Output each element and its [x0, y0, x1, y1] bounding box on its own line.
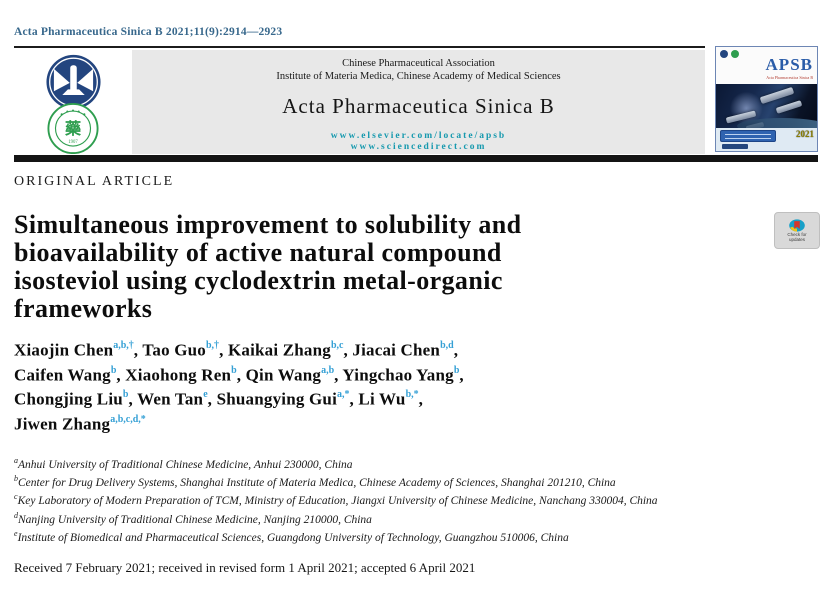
citation-link[interactable]: Acta Pharmaceutica Sinica B 2021;11(9):2…	[14, 26, 283, 38]
cover-cpa-mini-logo-icon	[731, 50, 739, 58]
cover-journal-subtitle: Acta Pharmaceutica Sinica B	[766, 75, 813, 80]
crossmark-icon	[789, 219, 805, 232]
seal-character: 藥	[64, 119, 82, 138]
author-name: Xiaohong Ren	[125, 365, 232, 385]
authors: Xiaojin Chena,b,†, Tao Guob,†, Kaikai Zh…	[14, 336, 714, 435]
elsevier-url-link[interactable]: www.elsevier.com/locate/apsb	[330, 131, 507, 141]
author-affiliation-sup: e	[203, 389, 208, 401]
author-name: Jiwen Zhang	[14, 414, 111, 434]
author-affiliation-sup: b,*	[405, 389, 419, 401]
publisher-logos: 藥 1907	[14, 50, 132, 154]
author-affiliation-sup: b	[122, 389, 129, 401]
cover-journal-abbrev: APSB	[765, 55, 813, 74]
author-name: Tao Guo	[142, 340, 206, 360]
affiliation: bCenter for Drug Delivery Systems, Shang…	[14, 473, 616, 489]
author-affiliation-sup: b,†	[206, 340, 220, 351]
cover-barcode	[722, 144, 748, 149]
author-line: Jiwen Zhanga,b,c,d,*	[14, 410, 714, 435]
chinese-pharmaceutical-association-seal-icon: 藥 1907	[47, 102, 99, 154]
association-name: Chinese Pharmaceutical Association	[342, 58, 495, 69]
institute-name: Institute of Materia Medica, Chinese Aca…	[276, 71, 561, 82]
affiliation: dNanjing University of Traditional Chine…	[14, 510, 372, 526]
section-label: ORIGINAL ARTICLE	[14, 174, 175, 189]
author-line: Chongjing Liub, Wen Tane, Shuangying Gui…	[14, 389, 424, 409]
author-name: Chongjing Liu	[14, 389, 123, 409]
author-name: Kaikai Zhang	[227, 340, 331, 360]
check-badge-line1: Check for	[787, 232, 807, 237]
affiliation: eInstitute of Biomedical and Pharmaceuti…	[14, 528, 569, 544]
author-name: Shuangying Gui	[216, 389, 338, 409]
author-name: Wen Tan	[137, 389, 204, 409]
title-line: frameworks	[14, 294, 153, 323]
author-affiliation-sup: b	[453, 364, 460, 376]
affiliation: cKey Laboratory of Modern Preparation of…	[14, 492, 658, 508]
author-line: Xiaojin Chena,b,†, Tao Guob,†, Kaikai Zh…	[14, 340, 459, 360]
cover-imm-mini-logo-icon	[720, 50, 728, 58]
author-affiliation-sup: b,c	[331, 340, 344, 351]
author-affiliation-sup: b,d	[440, 340, 454, 351]
institute-materia-medica-logo-icon	[45, 54, 101, 110]
author-name: Xiaojin Chen	[14, 340, 114, 360]
author-name: Yingchao Yang	[342, 365, 454, 385]
affiliation: aAnhui University of Traditional Chinese…	[14, 455, 353, 471]
author-affiliation-sup: a,b,c,d,*	[110, 413, 146, 425]
header-rule	[14, 155, 818, 162]
journal-title: Acta Pharmaceutica Sinica B	[282, 94, 555, 118]
cover-space-artwork	[716, 84, 817, 128]
title-line: bioavailability of active natural compou…	[14, 238, 502, 267]
author-name: Qin Wang	[245, 365, 322, 385]
author-name: Li Wu	[358, 389, 406, 409]
affiliations: aAnhui University of Traditional Chinese…	[14, 454, 794, 546]
cover-year: 2021	[796, 129, 814, 139]
author-affiliation-sup: a,*	[337, 389, 350, 401]
check-for-updates-button[interactable]: Check for updates	[774, 212, 820, 249]
title-line: isosteviol using cyclodextrin metal-orga…	[14, 266, 503, 295]
author-line: Caifen Wangb, Xiaohong Renb, Qin Wanga,b…	[14, 364, 464, 385]
author-name: Jiacai Chen	[352, 340, 441, 360]
article-title: Simultaneous improvement to solubility a…	[14, 211, 734, 323]
author-affiliation-sup: a,b	[321, 364, 335, 376]
author-name: Caifen Wang	[14, 365, 111, 385]
journal-masthead: Chinese Pharmaceutical Association Insti…	[132, 50, 705, 154]
received-dates: Received 7 February 2021; received in re…	[14, 560, 476, 576]
journal-cover-thumbnail: APSB Acta Pharmaceutica Sinica B 2021	[715, 46, 818, 152]
sciencedirect-url-link[interactable]: www.sciencedirect.com	[350, 142, 487, 152]
author-affiliation-sup: b	[231, 364, 237, 376]
check-badge-line2: updates	[788, 237, 805, 242]
seal-year: 1907	[68, 140, 78, 145]
author-affiliation-sup: a,b,†	[113, 340, 134, 351]
author-affiliation-sup: b	[110, 364, 117, 376]
title-line: Simultaneous improvement to solubility a…	[14, 210, 522, 239]
journal-header: 藥 1907 Chinese Pharmaceutical Associatio…	[14, 46, 818, 154]
cover-mini-logos	[720, 50, 739, 58]
cover-info-box	[720, 130, 776, 142]
